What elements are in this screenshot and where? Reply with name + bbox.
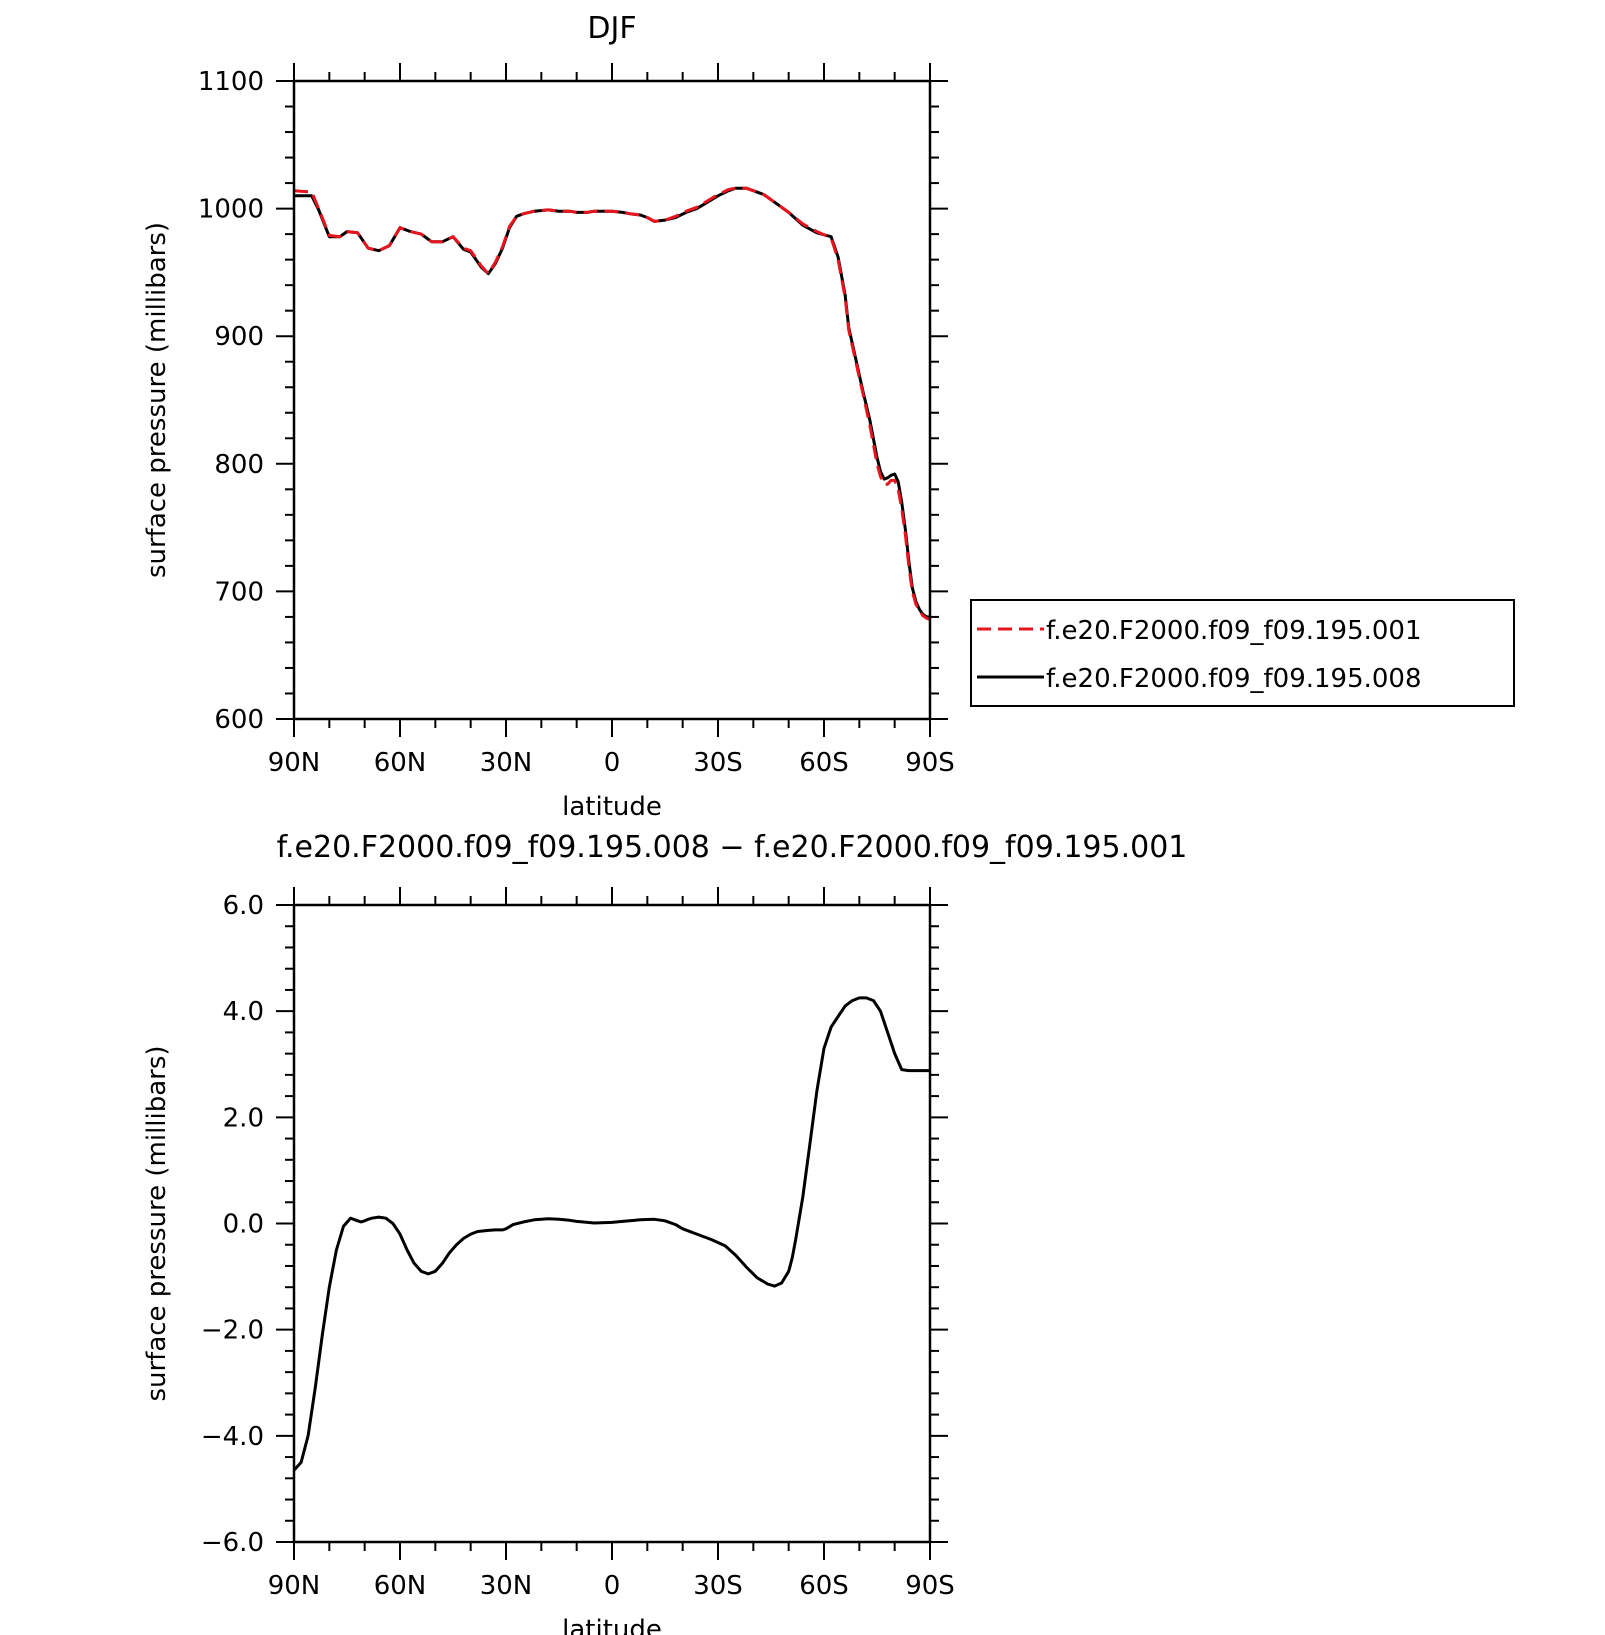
y-tick-label: 600 xyxy=(214,705,264,735)
x-tick-label: 90N xyxy=(268,748,321,778)
x-tick-label: 60S xyxy=(799,748,849,778)
y-tick-label: 1100 xyxy=(198,67,264,97)
legend-box xyxy=(970,599,1515,707)
x-tick-label: 30S xyxy=(693,748,743,778)
top-panel: DJF 90N 60N 30N 0 30S 60S 90S 600 700 800 900 1000 1… xyxy=(142,11,1515,822)
x-tick-label: 90N xyxy=(268,1571,321,1601)
y-tick-label: 800 xyxy=(214,450,264,480)
x-tick-label: 0 xyxy=(604,748,621,778)
bottom-x-axis-label: latitude xyxy=(562,1615,662,1635)
bottom-y-axis-label: surface pressure (millibars) xyxy=(142,1045,172,1401)
y-tick-label: 0.0 xyxy=(223,1210,264,1240)
bottom-plot-lines xyxy=(292,996,930,1472)
bottom-panel: f.e20.F2000.f09_f09.195.008 − f.e20.F200… xyxy=(142,830,1187,1635)
series-line-1 xyxy=(293,186,931,621)
series-line-1 xyxy=(292,996,930,1472)
x-tick-label: 30N xyxy=(480,1571,533,1601)
x-tick-label: 30S xyxy=(693,1571,743,1601)
y-tick-label: 4.0 xyxy=(223,997,264,1027)
bottom-ticks xyxy=(276,887,948,1560)
x-tick-label: 60S xyxy=(799,1571,849,1601)
top-ticks xyxy=(276,63,948,737)
y-tick-label: −6.0 xyxy=(201,1528,264,1558)
x-tick-label: 60N xyxy=(374,748,427,778)
y-tick-label: 900 xyxy=(214,322,264,352)
x-tick-label: 60N xyxy=(374,1571,427,1601)
x-tick-label: 90S xyxy=(905,748,955,778)
legend-label-series-1: f.e20.F2000.f09_f09.195.001 xyxy=(1046,616,1422,646)
top-legend: f.e20.F2000.f09_f09.195.001 f.e20.F2000.… xyxy=(970,599,1515,707)
x-tick-label: 90S xyxy=(905,1571,955,1601)
top-x-axis-label: latitude xyxy=(562,792,662,822)
top-chart-title: DJF xyxy=(587,11,636,46)
x-tick-label: 30N xyxy=(480,748,533,778)
y-tick-label: 6.0 xyxy=(223,891,264,921)
y-tick-label: 700 xyxy=(214,577,264,607)
y-tick-label: −4.0 xyxy=(201,1422,264,1452)
y-tick-label: −2.0 xyxy=(201,1316,264,1346)
top-plot-lines xyxy=(293,186,931,621)
top-plot-frame xyxy=(292,79,932,721)
top-y-axis-label: surface pressure (millibars) xyxy=(142,222,172,578)
legend-label-series-2: f.e20.F2000.f09_f09.195.008 xyxy=(1046,664,1422,694)
x-tick-label: 0 xyxy=(604,1571,621,1601)
top-tick-labels: 90N 60N 30N 0 30S 60S 90S 600 700 800 900 1000 1100 xyxy=(198,67,955,778)
bottom-chart-title: f.e20.F2000.f09_f09.195.008 − f.e20.F200… xyxy=(277,830,1188,865)
y-tick-label: 2.0 xyxy=(223,1103,264,1133)
bottom-tick-labels: 90N 60N 30N 0 30S 60S 90S −6.0 −4.0 −2.0 0.0 2.0 4.0… xyxy=(201,891,955,1601)
y-tick-label: 1000 xyxy=(198,195,264,225)
